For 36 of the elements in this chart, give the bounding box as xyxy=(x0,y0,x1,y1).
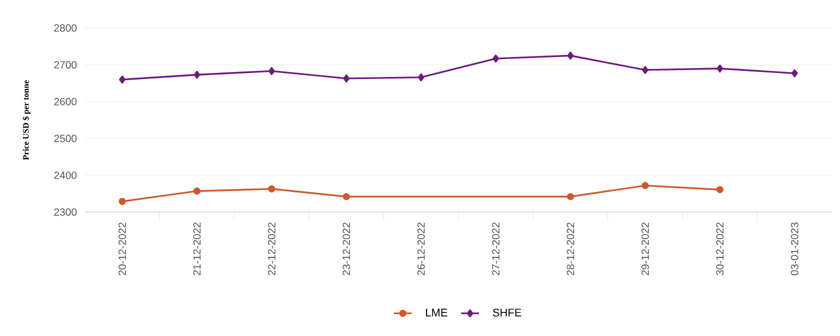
point xyxy=(268,67,275,76)
x-tick-label: 26-12-2022 xyxy=(417,222,425,276)
point xyxy=(193,188,201,195)
x-tick-label: 29-12-2022 xyxy=(641,222,649,276)
point xyxy=(566,193,574,200)
point xyxy=(492,54,499,63)
point xyxy=(716,186,724,194)
y-tick-label: 2400 xyxy=(54,172,77,179)
point xyxy=(343,74,350,82)
point xyxy=(642,182,649,190)
legend-label: LME xyxy=(426,308,448,316)
x-tick-label: 21-12-2022 xyxy=(193,222,201,276)
point xyxy=(716,64,724,72)
point xyxy=(342,193,350,200)
x-tick-label: 28-12-2022 xyxy=(566,222,574,276)
point xyxy=(791,69,798,78)
y-tick-label: 2500 xyxy=(54,134,77,142)
x-tick-label: 20-12-2022 xyxy=(118,222,126,276)
point xyxy=(194,70,200,79)
x-tick-label: 27-12-2022 xyxy=(492,222,500,276)
point xyxy=(418,73,424,82)
y-tick-label: 2600 xyxy=(54,98,77,106)
point xyxy=(119,76,126,84)
x-tick-label: 23-12-2022 xyxy=(342,222,350,276)
x-tick-label: 30-12-2022 xyxy=(716,222,724,276)
point xyxy=(567,52,574,60)
y-tick-label: 2700 xyxy=(54,61,77,69)
point xyxy=(642,66,648,74)
x-tick-label: 03-01-2023 xyxy=(790,222,798,276)
y-tick-label: 2300 xyxy=(54,208,77,216)
legend-label: SHFE xyxy=(492,308,522,316)
point xyxy=(118,198,126,205)
y-tick-label: 2800 xyxy=(54,24,77,32)
x-tick-label: 22-12-2022 xyxy=(268,222,276,276)
y-axis-title: Price USD $ per tonne xyxy=(22,80,30,160)
point xyxy=(268,185,276,192)
